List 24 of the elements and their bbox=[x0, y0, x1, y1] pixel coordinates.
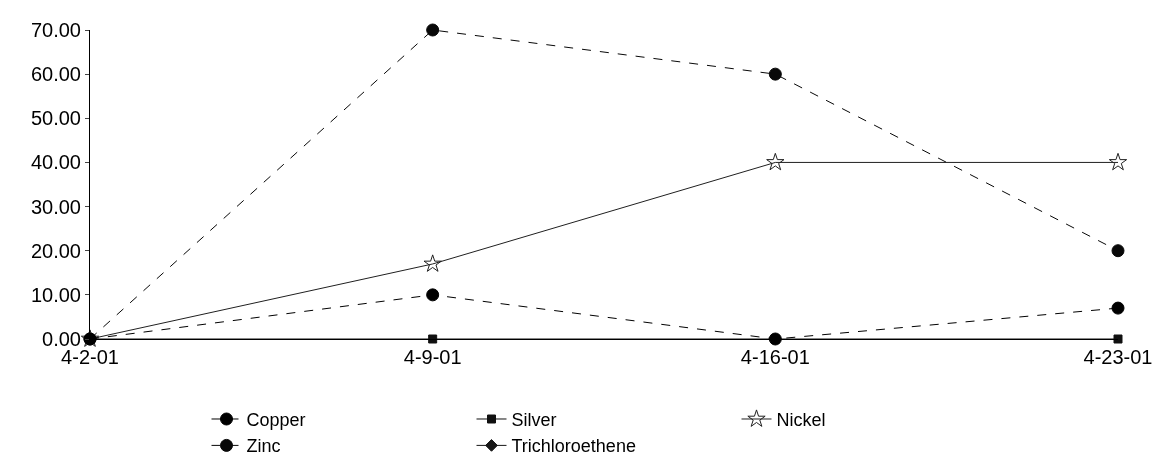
point bbox=[1108, 152, 1128, 171]
y-tick-label: 50.00 bbox=[30, 107, 81, 130]
y-tick-label: 10.00 bbox=[30, 283, 81, 306]
x-tick-label: 4-23-01 bbox=[1083, 346, 1153, 368]
point bbox=[426, 23, 440, 37]
y-tick-label: 70.00 bbox=[30, 19, 81, 41]
point bbox=[423, 254, 442, 272]
x-tick-label: 4-9-01 bbox=[403, 346, 462, 368]
y-tick-label: 30.00 bbox=[30, 195, 81, 218]
point bbox=[766, 152, 785, 171]
legend-label: Trichloroethene bbox=[511, 436, 636, 457]
point bbox=[1111, 244, 1125, 258]
point bbox=[768, 67, 782, 81]
point bbox=[426, 288, 440, 302]
x-tick-label: 4-16-01 bbox=[740, 346, 810, 368]
legend-label: Zinc bbox=[246, 436, 281, 457]
y-tick-label: 20.00 bbox=[30, 239, 81, 262]
y-tick-label: 60.00 bbox=[30, 63, 81, 86]
y-tick-label: 40.00 bbox=[30, 151, 81, 174]
point bbox=[1113, 334, 1123, 344]
point bbox=[1111, 301, 1125, 315]
legend-label: Silver bbox=[511, 410, 557, 431]
legend-label: Nickel bbox=[776, 410, 826, 431]
legend-label: Copper bbox=[246, 410, 306, 431]
